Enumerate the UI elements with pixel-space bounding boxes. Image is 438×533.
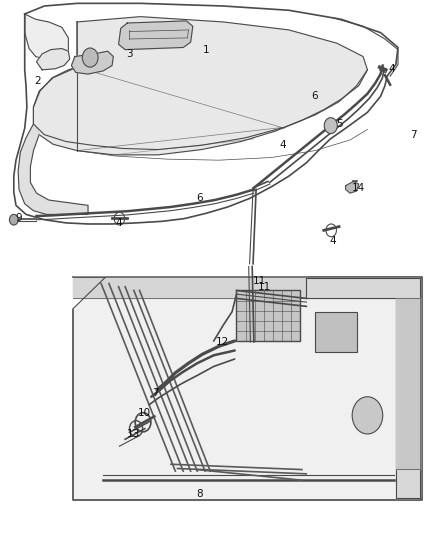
- Polygon shape: [36, 49, 70, 70]
- Text: 1: 1: [203, 45, 209, 54]
- Circle shape: [10, 214, 18, 225]
- Circle shape: [82, 48, 98, 67]
- Text: 7: 7: [410, 130, 417, 140]
- Text: 9: 9: [16, 213, 22, 223]
- Text: 4: 4: [329, 236, 336, 246]
- Text: 11: 11: [253, 277, 266, 286]
- Text: 6: 6: [196, 193, 203, 204]
- Text: 6: 6: [312, 91, 318, 101]
- Circle shape: [324, 118, 337, 134]
- Polygon shape: [73, 277, 306, 298]
- Polygon shape: [73, 277, 422, 500]
- Polygon shape: [71, 51, 113, 74]
- Bar: [237, 290, 300, 341]
- Polygon shape: [346, 181, 359, 193]
- Text: 4: 4: [115, 218, 122, 228]
- Polygon shape: [73, 277, 106, 309]
- Polygon shape: [119, 21, 193, 50]
- Bar: [315, 312, 357, 352]
- Text: 4: 4: [388, 64, 395, 74]
- Polygon shape: [306, 278, 420, 498]
- Text: 13: 13: [127, 429, 141, 439]
- Text: 5: 5: [336, 119, 343, 129]
- Circle shape: [352, 397, 383, 434]
- Polygon shape: [18, 124, 88, 214]
- Polygon shape: [25, 14, 68, 60]
- Text: 8: 8: [196, 489, 203, 499]
- Polygon shape: [33, 17, 367, 155]
- Text: 10: 10: [138, 408, 152, 418]
- Text: 7: 7: [152, 388, 159, 398]
- Text: 4: 4: [279, 140, 286, 150]
- Text: 2: 2: [35, 77, 41, 86]
- Text: 14: 14: [352, 183, 365, 193]
- Text: 11: 11: [258, 282, 272, 292]
- Polygon shape: [396, 298, 420, 469]
- Text: 12: 12: [216, 337, 229, 347]
- Text: 3: 3: [126, 49, 133, 59]
